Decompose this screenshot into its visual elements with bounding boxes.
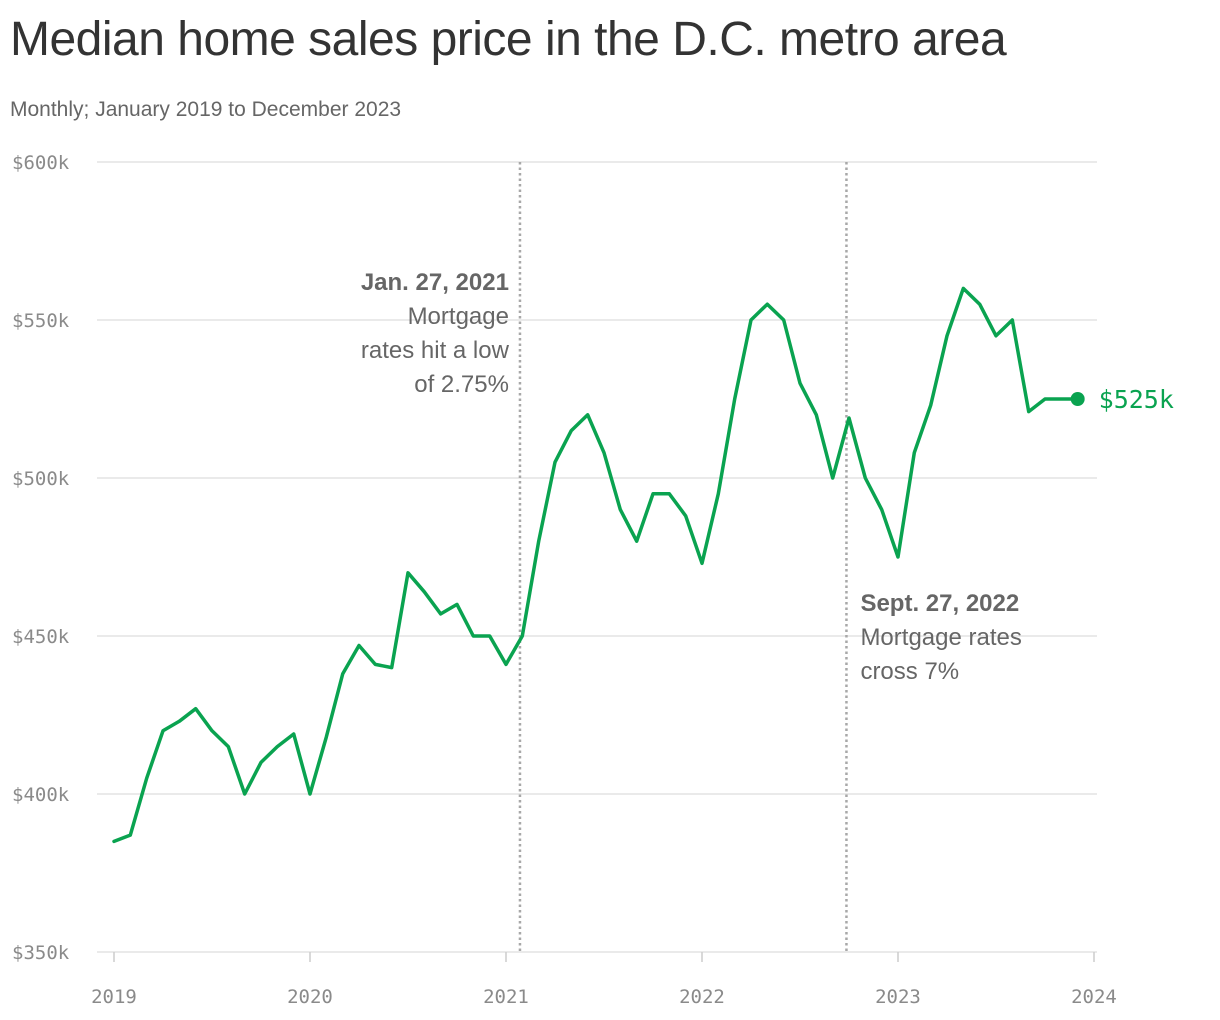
x-tick-label: 2022 (679, 986, 725, 1008)
x-tick-label: 2024 (1071, 986, 1117, 1008)
end-value-label: $525k (1099, 385, 1174, 414)
annotations: Jan. 27, 2021 Mortgage rates hit a low of 2… (361, 269, 1022, 685)
annotation: Sept. 27, 2022 Mortgage rates cross 7% (860, 590, 1021, 685)
annotation-text: Mortgage (408, 303, 509, 330)
x-axis: 2019 2020 2021 2022 2023 2024 (91, 952, 1117, 1008)
x-tick-label: 2021 (483, 986, 529, 1008)
gridlines (97, 161, 1097, 953)
series: $525k (112, 286, 1174, 844)
x-tick-label: 2019 (91, 986, 137, 1008)
annotation-text: rates hit a low (361, 337, 510, 364)
y-tick-label: $500k (12, 468, 70, 490)
y-tick-label: $550k (12, 310, 70, 332)
annotation-text: cross 7% (860, 658, 959, 685)
y-tick-label: $600k (12, 152, 70, 174)
end-point-marker (1070, 392, 1085, 406)
x-tick-label: 2023 (875, 986, 921, 1008)
y-tick-label: $400k (12, 784, 70, 806)
y-axis-ticks: $600k $550k $500k $450k $400k $350k (12, 152, 70, 964)
annotation-date: Sept. 27, 2022 (860, 590, 1019, 617)
annotation-text: of 2.75% (414, 371, 509, 398)
x-tick-label: 2020 (287, 986, 333, 1008)
chart-title: Median home sales price in the D.C. metr… (10, 13, 1007, 66)
annotation: Jan. 27, 2021 Mortgage rates hit a low of 2… (361, 269, 510, 398)
chart-subtitle: Monthly; January 2019 to December 2023 (10, 98, 402, 121)
annotation-text: Mortgage rates (860, 624, 1021, 651)
annotation-date: Jan. 27, 2021 (361, 269, 509, 296)
series-line (112, 286, 1080, 844)
reference-lines (518, 162, 848, 952)
y-tick-label: $350k (12, 942, 70, 964)
y-tick-label: $450k (12, 626, 70, 648)
